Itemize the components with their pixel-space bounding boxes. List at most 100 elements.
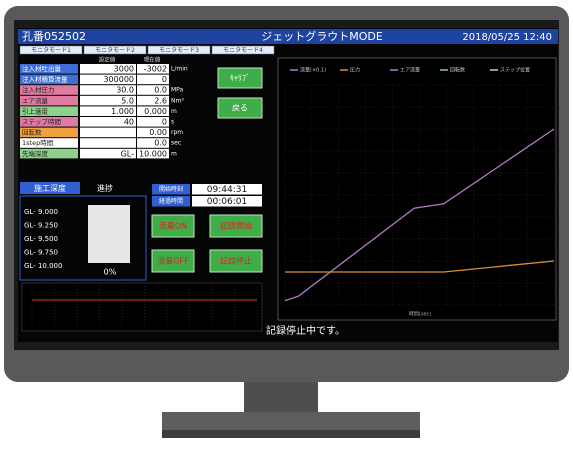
button[interactable]: [209, 249, 263, 273]
unit: m: [171, 108, 177, 115]
current-value: 0: [162, 118, 167, 127]
column-header: 現在値: [144, 56, 161, 64]
time-label-box: [152, 196, 190, 207]
button[interactable]: [151, 249, 195, 273]
row-label-box: [20, 74, 78, 85]
button-label[interactable]: 記録停止: [220, 256, 252, 266]
button-label[interactable]: 流量OFF: [157, 256, 189, 266]
current-value: 0.000: [144, 107, 167, 116]
set-value-box: [80, 148, 136, 159]
current-value: 0: [162, 75, 167, 84]
stand-base-front: [162, 430, 420, 438]
x-axis-label: 時間(sec): [409, 312, 431, 318]
row-label: 回転数: [22, 128, 42, 137]
row-label-box: [20, 117, 78, 127]
unit: sec: [171, 140, 181, 147]
row-label: 先端深度: [22, 149, 49, 158]
current-value: 0.0: [154, 139, 167, 148]
legend-label: 回転数: [450, 67, 465, 74]
current-value: 0.00: [149, 128, 167, 137]
legend-label: 流量(×0.1): [300, 67, 326, 74]
tab[interactable]: [211, 45, 275, 55]
depth-value: GL- 9.500: [24, 235, 58, 243]
progress-percent: 0%: [104, 268, 117, 277]
row-label: ステップ時間: [22, 118, 61, 126]
tab-label[interactable]: モニタモード1: [31, 46, 71, 54]
set-value-box: [80, 127, 136, 138]
set-value: 1.000: [111, 107, 134, 116]
row-label-box: [20, 106, 78, 116]
datetime: 2018/05/25 12:40: [462, 32, 552, 43]
set-value-box: [80, 95, 136, 106]
set-value-box: [80, 138, 136, 148]
button[interactable]: [209, 214, 263, 238]
tab-label[interactable]: モニタモード2: [95, 46, 135, 54]
column-header: 設定値: [99, 56, 116, 64]
tab-label[interactable]: モニタモード4: [223, 46, 263, 54]
stand-neck: [244, 382, 318, 414]
button-label[interactable]: ｷｬﾘﾌﾞ: [230, 74, 250, 83]
progress-label: 進捗: [97, 183, 113, 193]
legend-label: 圧力: [350, 67, 360, 74]
button[interactable]: [217, 67, 263, 89]
time-label: 開始時刻: [159, 185, 183, 193]
set-value: 3000: [114, 65, 134, 74]
current-value-box: [137, 138, 169, 148]
button-label[interactable]: 戻る: [232, 103, 248, 113]
set-value-box: [80, 106, 136, 116]
row-label-box: [20, 85, 78, 95]
set-value: 40: [124, 118, 134, 127]
unit: Nm³: [171, 97, 184, 104]
depth-value: GL- 10.000: [24, 262, 62, 270]
stand-base: [162, 412, 420, 432]
time-value: 09:44:31: [207, 185, 247, 195]
set-value: 5.0: [121, 96, 134, 105]
series-line: [284, 128, 555, 302]
time-value-box: [192, 184, 262, 195]
current-value-box: [137, 127, 169, 138]
row-label: 注入材積算流量: [22, 75, 68, 84]
depth-value: GL- 9.750: [24, 249, 58, 257]
legend-label: ステップ位置: [500, 67, 530, 74]
depth-value: GL- 9.000: [24, 208, 58, 216]
progress-box: [88, 205, 130, 263]
row-label-box: [20, 64, 78, 74]
row-label: 注入材圧力: [22, 85, 55, 94]
progress-panel: [19, 195, 147, 281]
series-line: [285, 260, 555, 273]
depth-label-box: [20, 182, 80, 194]
depth-label: 施工深度: [34, 183, 66, 193]
row-label-box: [20, 148, 78, 159]
set-value-box: [80, 85, 136, 95]
button[interactable]: [151, 214, 195, 238]
set-value: 30.0: [116, 86, 134, 95]
set-value-box: [80, 64, 136, 74]
tab[interactable]: [147, 45, 211, 55]
current-value: 2.6: [154, 96, 167, 105]
unit: s: [171, 119, 174, 126]
tab[interactable]: [83, 45, 147, 55]
row-label: 注入材吐出量: [22, 64, 62, 73]
row-label-box: [20, 138, 78, 148]
current-value: 0.0: [154, 86, 167, 95]
mode-title: ジェットグラウトMODE: [261, 29, 383, 43]
time-label-box: [152, 184, 190, 195]
unit: rpm: [171, 129, 183, 136]
tab-label[interactable]: モニタモード3: [159, 46, 199, 54]
time-label: 経過時間: [159, 197, 183, 205]
unit: m: [171, 150, 177, 157]
button[interactable]: [217, 97, 263, 119]
current-value-box: [137, 74, 169, 85]
button-label[interactable]: 流量ON: [159, 221, 187, 231]
set-value: GL-: [121, 149, 135, 158]
tab[interactable]: [19, 45, 83, 55]
screen-title: 孔番052502: [22, 30, 86, 43]
current-value: -3002: [144, 65, 167, 74]
current-value-box: [137, 106, 169, 116]
set-value-box: [80, 74, 136, 85]
legend-label: エア流量: [400, 67, 420, 74]
current-value: 10.000: [139, 149, 167, 158]
button-label[interactable]: 記録開始: [220, 221, 252, 231]
time-value-box: [192, 196, 262, 207]
